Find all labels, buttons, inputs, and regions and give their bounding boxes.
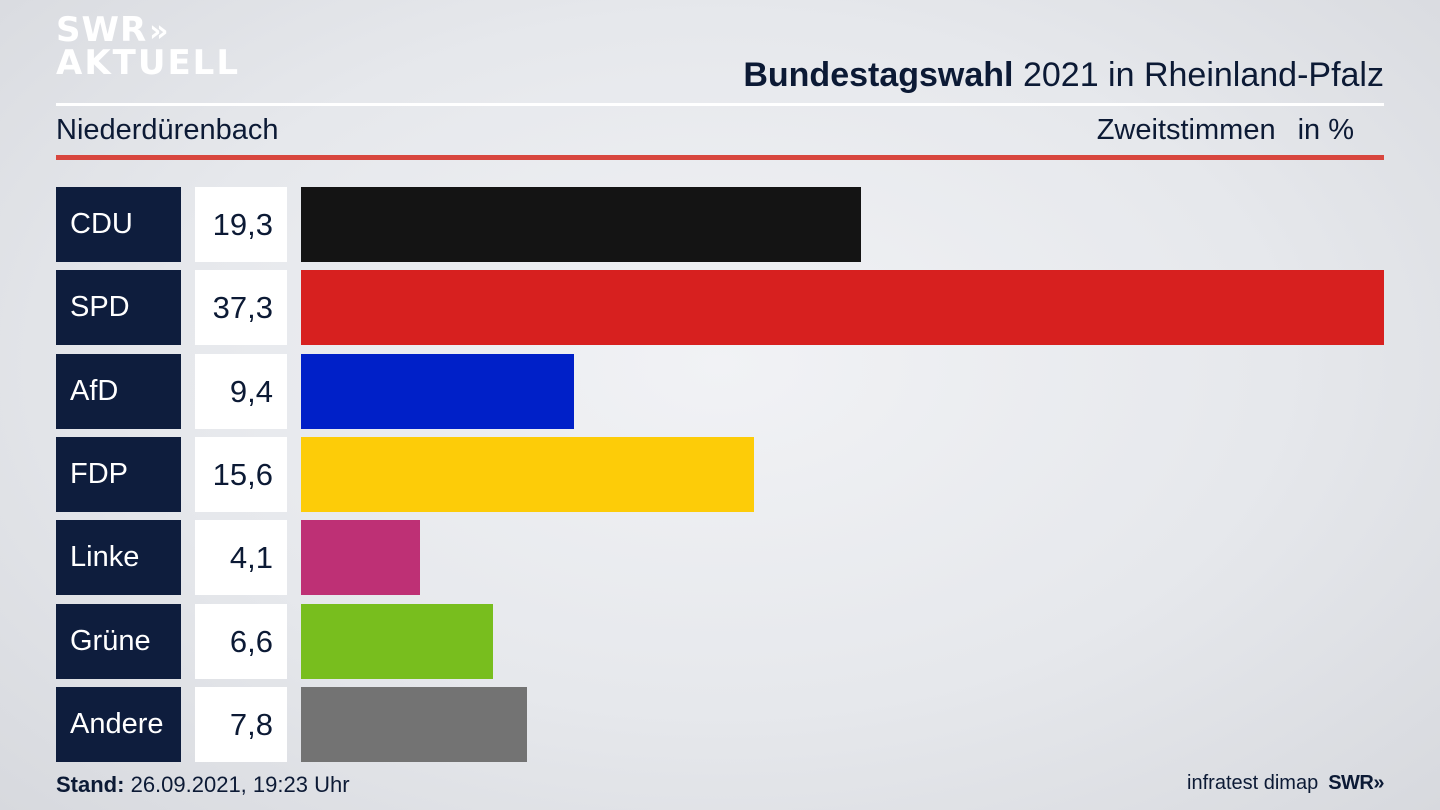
party-label: SPD xyxy=(56,270,181,345)
bar-row-grüne: Grüne 6,6 xyxy=(56,604,1384,679)
bar-row-afd: AfD 9,4 xyxy=(56,354,1384,429)
party-label: Andere xyxy=(56,687,181,762)
value-label: 9,4 xyxy=(195,354,287,429)
bar-grüne xyxy=(301,604,493,679)
stand-value: 26.09.2021, 19:23 Uhr xyxy=(130,772,350,797)
results-bar-chart: CDU 19,3 SPD 37,3 AfD 9,4 FDP 15,6 Linke 4,1 Grüne… xyxy=(56,187,1384,762)
timestamp: Stand: 26.09.2021, 19:23 Uhr xyxy=(56,772,350,798)
bar-row-cdu: CDU 19,3 xyxy=(56,187,1384,262)
party-label: Grüne xyxy=(56,604,181,679)
value-label: 4,1 xyxy=(195,520,287,595)
location-label: Niederdürenbach xyxy=(56,114,279,146)
bar-fdp xyxy=(301,437,754,512)
bar-andere xyxy=(301,687,527,762)
bar-row-linke: Linke 4,1 xyxy=(56,520,1384,595)
party-label: AfD xyxy=(56,354,181,429)
chart-title: Bundestagswahl 2021 in Rheinland-Pfalz xyxy=(743,56,1384,95)
logo-line2: AKTUELL xyxy=(56,42,241,83)
title-rest: 2021 in Rheinland-Pfalz xyxy=(1022,56,1384,94)
logo-line1: SWR xyxy=(56,10,148,50)
party-label: Linke xyxy=(56,520,181,595)
value-label: 7,8 xyxy=(195,687,287,762)
value-label: 37,3 xyxy=(195,270,287,345)
stand-label: Stand: xyxy=(56,772,125,797)
value-label: 19,3 xyxy=(195,187,287,262)
metric-name: Zweitstimmen xyxy=(1096,114,1276,146)
party-label: FDP xyxy=(56,437,181,512)
header-divider xyxy=(56,103,1384,106)
swr-brand-icon: SWR» xyxy=(1328,772,1384,794)
bar-afd xyxy=(301,354,574,429)
source-credit: infratest dimap SWR» xyxy=(1187,772,1384,795)
bar-cdu xyxy=(301,187,861,262)
bar-spd xyxy=(301,270,1384,345)
metric-label: Zweitstimmen in % xyxy=(1097,114,1354,147)
bar-row-spd: SPD 37,3 xyxy=(56,270,1384,345)
source-label: infratest dimap xyxy=(1187,772,1319,794)
bar-row-fdp: FDP 15,6 xyxy=(56,437,1384,512)
bar-row-andere: Andere 7,8 xyxy=(56,687,1384,762)
title-bold: Bundestagswahl xyxy=(743,56,1014,94)
accent-divider xyxy=(56,155,1384,160)
metric-unit: in % xyxy=(1297,114,1354,146)
swr-aktuell-logo: SWR» AKTUELL xyxy=(56,13,241,83)
party-label: CDU xyxy=(56,187,181,262)
value-label: 6,6 xyxy=(195,604,287,679)
value-label: 15,6 xyxy=(195,437,287,512)
bar-linke xyxy=(301,520,420,595)
